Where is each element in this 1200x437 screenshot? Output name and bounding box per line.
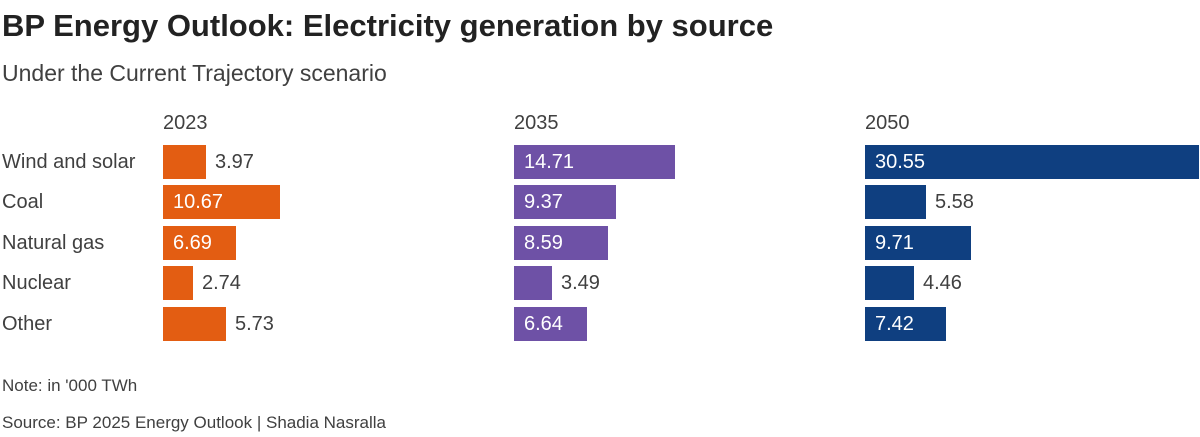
bar-2035-natural-gas bbox=[514, 226, 608, 260]
bar-2035-coal bbox=[514, 185, 616, 219]
bar-2023-nuclear bbox=[163, 266, 193, 300]
value-label-2050-nuclear: 4.46 bbox=[923, 272, 962, 294]
bar-2050-nuclear bbox=[865, 266, 914, 300]
bar-2023-natural-gas bbox=[163, 226, 236, 260]
bar-2050-natural-gas bbox=[865, 226, 971, 260]
value-label-2050-other: 7.42 bbox=[875, 313, 914, 335]
chart-subtitle: Under the Current Trajectory scenario bbox=[2, 60, 387, 86]
category-label-coal: Coal bbox=[2, 191, 44, 213]
bar-2023-other bbox=[163, 307, 226, 341]
value-label-2035-natural-gas: 8.59 bbox=[524, 232, 563, 254]
value-label-2050-coal: 5.58 bbox=[935, 191, 974, 213]
category-label-wind-and-solar: Wind and solar bbox=[2, 151, 136, 173]
bar-2035-other bbox=[514, 307, 587, 341]
panel-title-2035: 2035 bbox=[514, 112, 559, 134]
bar-2050-coal bbox=[865, 185, 926, 219]
value-label-2023-nuclear: 2.74 bbox=[202, 272, 241, 294]
value-label-2035-nuclear: 3.49 bbox=[561, 272, 600, 294]
value-label-2023-natural-gas: 6.69 bbox=[173, 232, 212, 254]
chart-note: Note: in '000 TWh bbox=[2, 376, 138, 395]
value-label-2023-other: 5.73 bbox=[235, 313, 274, 335]
chart-title: BP Energy Outlook: Electricity generatio… bbox=[2, 8, 774, 43]
value-label-2035-coal: 9.37 bbox=[524, 191, 563, 213]
value-label-2035-wind-and-solar: 14.71 bbox=[524, 151, 575, 173]
category-label-nuclear: Nuclear bbox=[2, 272, 71, 294]
bar-2023-wind-and-solar bbox=[163, 145, 206, 179]
value-label-2035-other: 6.64 bbox=[524, 313, 563, 335]
bar-2035-nuclear bbox=[514, 266, 552, 300]
chart-source: Source: BP 2025 Energy Outlook | Shadia … bbox=[2, 413, 386, 432]
bar-2035-wind-and-solar bbox=[514, 145, 675, 179]
panel-title-2050: 2050 bbox=[865, 112, 910, 134]
panel-title-2023: 2023 bbox=[163, 112, 208, 134]
value-label-2023-coal: 10.67 bbox=[173, 191, 224, 213]
bar-2050-other bbox=[865, 307, 946, 341]
bar-2050-wind-and-solar bbox=[865, 145, 1199, 179]
value-label-2050-natural-gas: 9.71 bbox=[875, 232, 914, 254]
value-label-2050-wind-and-solar: 30.55 bbox=[875, 151, 926, 173]
bar-2023-coal bbox=[163, 185, 280, 219]
category-label-other: Other bbox=[2, 313, 53, 335]
value-label-2023-wind-and-solar: 3.97 bbox=[215, 151, 254, 173]
category-label-natural-gas: Natural gas bbox=[2, 232, 105, 254]
